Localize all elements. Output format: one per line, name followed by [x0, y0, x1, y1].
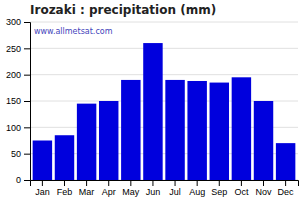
bar [99, 101, 118, 180]
tick: 250 [6, 44, 30, 54]
tick-label: Feb [57, 187, 73, 197]
bar [121, 80, 140, 180]
tick-mark [24, 75, 30, 76]
tick-mark [24, 101, 30, 102]
tick-label: Nov [255, 187, 272, 197]
tick-mark [42, 180, 43, 186]
grid [30, 22, 298, 180]
tick: 150 [6, 96, 30, 106]
tick-label: Mar [79, 187, 95, 197]
tick-label: Sep [211, 187, 227, 197]
tick: Apr [102, 180, 116, 197]
bar [55, 135, 74, 180]
tick: Mar [79, 180, 95, 197]
bar [187, 81, 206, 180]
tick: 100 [6, 123, 30, 133]
tick-label: Dec [278, 187, 295, 197]
tick-label: Jan [35, 187, 50, 197]
bar [33, 141, 52, 181]
tick-mark [24, 180, 30, 181]
tick-label: Aug [189, 187, 205, 197]
tick-mark [152, 180, 153, 186]
grid-line [30, 22, 298, 23]
annotation: www.allmetsat.com [34, 27, 113, 36]
tick: Feb [57, 180, 73, 197]
title: Irozaki : precipitation (mm) [30, 3, 216, 17]
tick-label: 150 [6, 96, 21, 106]
tick: May [122, 180, 140, 197]
tick-label: May [122, 187, 140, 197]
tick-label: Jul [169, 187, 181, 197]
tick: Jun [146, 180, 161, 197]
tick: Sep [211, 180, 227, 197]
tick-mark [263, 180, 264, 186]
plot: 0 50 100 150 200 250 300 Jan Feb Mar Apr May Jun Jul A… [6, 17, 299, 197]
tick: 50 [11, 149, 30, 159]
tick-label: Jun [146, 187, 161, 197]
tick-mark [130, 180, 131, 186]
tick-label: 50 [11, 149, 21, 159]
y-axis: 0 50 100 150 200 250 300 [6, 17, 31, 185]
tick-mark [24, 22, 30, 23]
axis-line [31, 181, 299, 187]
tick-label: 100 [6, 123, 21, 133]
tick: Jul [169, 180, 181, 197]
tick-mark [108, 180, 109, 186]
tick: 300 [6, 17, 30, 27]
tick-label: 200 [6, 70, 21, 80]
bar [165, 80, 184, 180]
axis-line [24, 23, 31, 181]
bar [232, 77, 251, 180]
grid-line [30, 48, 298, 49]
bar [210, 83, 229, 180]
bars [33, 43, 296, 180]
tick-mark [241, 180, 242, 186]
bar [276, 143, 295, 180]
tick-label: Apr [102, 187, 116, 197]
tick-mark [24, 127, 30, 128]
chart: Irozaki : precipitation (mm) 0 50 100 150 200… [0, 0, 306, 200]
tick: Jan [35, 180, 50, 197]
tick: Nov [255, 180, 272, 197]
tick-label: Oct [234, 187, 249, 197]
tick: 200 [6, 70, 30, 80]
tick-mark [175, 180, 176, 186]
tick: Aug [189, 180, 205, 197]
tick-mark [219, 180, 220, 186]
tick: 0 [16, 175, 30, 185]
x-axis: Jan Feb Mar Apr May Jun Jul Aug Sep Oct Nov Dec [31, 180, 299, 197]
grid-line [30, 74, 298, 75]
tick-label: 0 [16, 175, 21, 185]
tick: Oct [234, 180, 249, 197]
tick: Dec [278, 180, 295, 197]
bar [143, 43, 162, 180]
tick-mark [24, 48, 30, 49]
tick-mark [24, 154, 30, 155]
tick-mark [86, 180, 87, 186]
tick-mark [64, 180, 65, 186]
tick-mark [197, 180, 198, 186]
tick-label: 250 [6, 44, 21, 54]
tick-label: 300 [6, 17, 21, 27]
bar [254, 101, 273, 180]
bar [77, 104, 96, 180]
tick-mark [285, 180, 286, 186]
